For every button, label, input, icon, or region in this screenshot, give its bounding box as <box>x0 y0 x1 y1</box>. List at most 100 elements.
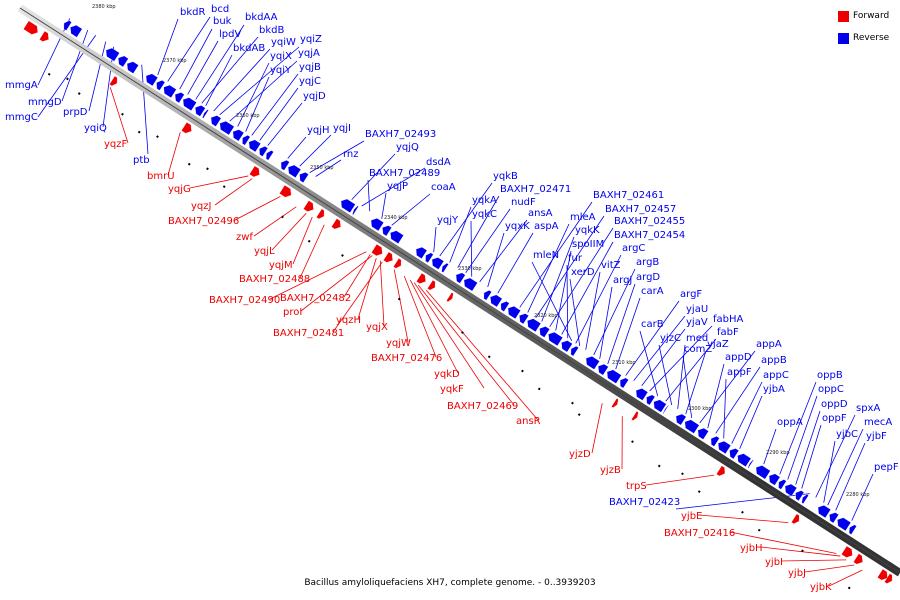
reverse-gene-leader-line <box>157 18 179 76</box>
reverse-gene-arrow <box>248 139 262 153</box>
reverse-gene-arrow <box>352 205 359 216</box>
forward-gene-leader-line <box>698 514 789 524</box>
reverse-gene-label-pepf: pepF <box>874 462 899 473</box>
forward-gene-label-yqjg: yqjG <box>168 184 191 195</box>
reverse-gene-label-baxh7-02423: BAXH7_02423 <box>609 497 680 508</box>
reverse-gene-label-baxh7-02489: BAXH7_02489 <box>369 168 440 179</box>
reverse-gene-label-appc: appC <box>763 370 789 381</box>
reverse-gene-label-argj: argJ <box>613 275 632 286</box>
reverse-gene-label-baxh7-02454: BAXH7_02454 <box>614 230 685 241</box>
reverse-gene-label-yqjp: yqjP <box>387 181 408 192</box>
reverse-gene-leader-line <box>457 195 500 268</box>
reverse-gene-arrow <box>174 92 185 104</box>
forward-gene-leader-line <box>591 403 603 454</box>
reverse-gene-leader-line <box>851 473 874 521</box>
reverse-gene-label-spoiim: spoIIM <box>572 239 604 250</box>
reverse-gene-arrow <box>202 109 209 119</box>
reverse-gene-arrow <box>539 326 551 338</box>
reverse-gene-label-bkdaa: bkdAA <box>245 12 278 23</box>
minor-feature-mark <box>121 112 124 116</box>
reverse-gene-label-yqjd: yqjD <box>303 91 326 102</box>
forward-gene-label-baxh7-02476: BAXH7_02476 <box>371 353 442 364</box>
reverse-gene-leader-line <box>361 167 426 207</box>
reverse-gene-leader-line <box>731 381 763 444</box>
reverse-gene-leader-line <box>739 395 763 449</box>
forward-gene-label-ansr: ansR <box>516 416 541 427</box>
minor-feature-mark <box>206 167 209 171</box>
reverse-gene-label-oppa: oppA <box>777 417 803 428</box>
forward-gene-arrow <box>877 568 888 581</box>
reverse-gene-leader-line <box>237 62 270 127</box>
reverse-gene-leader-line <box>615 297 641 370</box>
reverse-gene-label-rnz: rnz <box>343 149 359 160</box>
reverse-gene-label-yqkk: yqkK <box>575 225 600 236</box>
reverse-gene-arrow <box>697 427 709 440</box>
reverse-gene-arrow <box>455 272 466 284</box>
reverse-gene-arrow <box>519 313 529 325</box>
minor-feature-mark <box>461 331 464 334</box>
reverse-gene-label-buk: buk <box>213 16 232 27</box>
reverse-gene-label-yjaz: yjaZ <box>707 339 729 350</box>
reverse-gene-label-meca: mecA <box>864 417 892 428</box>
reverse-swatch <box>838 32 849 44</box>
reverse-gene-label-xerd: xerD <box>571 267 595 278</box>
forward-gene-label-baxh7-02481: BAXH7_02481 <box>273 328 344 339</box>
reverse-gene-leader-line <box>823 440 836 503</box>
forward-gene-label-zwf: zwf <box>236 232 253 243</box>
reverse-gene-leader-line <box>682 355 693 418</box>
forward-gene-arrow <box>841 545 853 558</box>
forward-gene-leader-line <box>409 279 459 374</box>
reverse-gene-leader-line <box>649 325 713 392</box>
reverse-gene-label-appa: appA <box>756 339 782 350</box>
minor-feature-mark <box>137 130 141 134</box>
reverse-gene-leader-line <box>88 41 107 112</box>
reverse-gene-label-aspa: aspA <box>534 221 559 232</box>
forward-gene-leader-line <box>645 474 715 486</box>
minor-feature-mark <box>631 440 634 444</box>
forward-gene-leader-line <box>393 269 409 343</box>
reverse-gene-leader-line <box>251 73 299 136</box>
reverse-gene-arrow <box>801 494 809 505</box>
forward-gene-label-baxh7-02490: BAXH7_02490 <box>209 295 280 306</box>
forward-gene-label-yqjx: yqjX <box>366 322 388 333</box>
reverse-gene-label-prpd: prpD <box>63 107 88 118</box>
forward-gene-arrow <box>331 218 342 230</box>
reverse-gene-arrow <box>145 73 159 87</box>
reverse-gene-arrow <box>280 159 290 171</box>
legend: Forward Reverse <box>838 9 898 53</box>
forward-gene-label-baxh7-02496: BAXH7_02496 <box>168 216 239 227</box>
reverse-gene-arrow <box>784 483 798 497</box>
reverse-gene-arrow <box>729 448 740 460</box>
forward-gene-leader-line <box>271 212 307 251</box>
forward-gene-arrow <box>427 279 436 291</box>
forward-gene-arrow <box>853 553 864 565</box>
reverse-gene-arrow <box>299 172 309 184</box>
reverse-gene-leader-line <box>685 350 707 415</box>
axis-tick-label: 2330 kbp <box>458 266 482 272</box>
minor-feature-mark <box>487 355 491 359</box>
reverse-gene-label-baxh7-02455: BAXH7_02455 <box>614 216 685 227</box>
reverse-gene-label-yqiz: yqiZ <box>300 34 322 45</box>
reverse-gene-leader-line <box>497 232 534 294</box>
forward-gene-leader-line <box>343 254 371 298</box>
reverse-gene-leader-line <box>665 338 717 402</box>
reverse-gene-arrow <box>156 80 166 91</box>
reverse-gene-label-yjbc: yjbC <box>836 429 858 440</box>
reverse-gene-arrow <box>710 436 720 447</box>
reverse-gene-leader-line <box>213 48 271 112</box>
reverse-gene-label-oppd: oppD <box>821 399 848 410</box>
reverse-gene-arrow <box>561 340 573 353</box>
reverse-gene-leader-line <box>699 350 756 424</box>
reverse-gene-label-baxh7-02471: BAXH7_02471 <box>500 184 571 195</box>
minor-feature-mark <box>681 472 684 476</box>
forward-gene-arrow <box>884 573 893 584</box>
axis-tick-label: 2300 kbp <box>688 406 712 412</box>
genome-axis-bar <box>17 4 900 577</box>
minor-feature-mark <box>657 464 661 468</box>
legend-reverse-label: Reverse <box>853 33 890 43</box>
forward-gene-arrow <box>181 121 192 134</box>
reverse-gene-label-yqji: yqjI <box>333 123 351 134</box>
reverse-gene-leader-line <box>715 366 761 434</box>
axis-tick-label: 2340 kbp <box>384 215 408 221</box>
